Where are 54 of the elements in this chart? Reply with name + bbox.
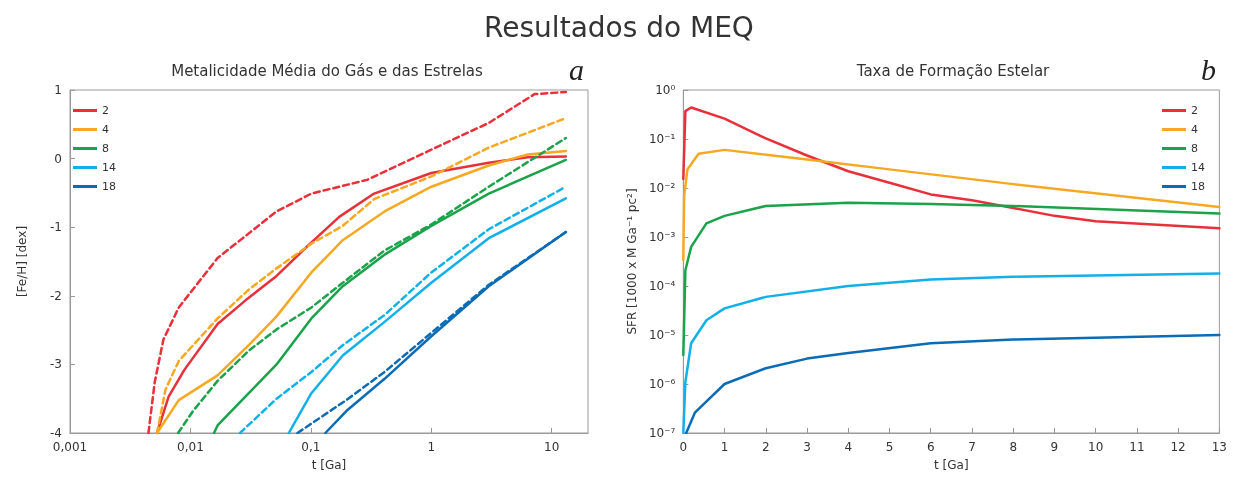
x-tick-label: 2 [761, 440, 770, 454]
y-axis-title: [Fe/H] [dex] [15, 225, 29, 298]
x-tick-label: 11 [1129, 440, 1145, 454]
y-tick-label: 10⁻¹ [648, 132, 676, 146]
text: b [1201, 52, 1216, 86]
x-tick-label: 9 [1050, 440, 1059, 454]
y-tick-label: 10⁰ [655, 83, 676, 97]
chart-title: Taxa de Formação Estelar [855, 61, 1051, 80]
x-tick-label: 10 [544, 440, 560, 454]
legend-label: 2 [102, 104, 109, 117]
x-tick-label: 1 [720, 440, 729, 454]
x-tick-label: 0 [679, 440, 688, 454]
y-tick-label: 10⁻⁴ [648, 279, 676, 293]
y-tick-label: 10⁻⁵ [648, 328, 676, 342]
x-tick-label: 6 [926, 440, 935, 454]
legend-label: 2 [1191, 104, 1198, 117]
x-tick-label: 12 [1170, 440, 1186, 454]
y-tick-label: 10⁻³ [648, 230, 676, 244]
y-tick-label: 10⁻² [648, 181, 676, 195]
line-series [682, 106, 1221, 230]
x-axis-title: t [Ga] [311, 458, 347, 472]
legend-label: 18 [102, 180, 116, 193]
legend-label: 14 [102, 161, 116, 174]
x-tick-label: 8 [1009, 440, 1018, 454]
x-tick-label: 0,01 [177, 440, 204, 454]
y-tick-label: 10⁻⁶ [648, 377, 676, 391]
y-tick-label: -1 [50, 220, 62, 235]
line-series [682, 201, 1221, 357]
legend-label: 8 [1191, 142, 1198, 155]
x-tick-label: 4 [844, 440, 853, 454]
text: Resultados do MEQ [483, 10, 755, 46]
x-tick-label: 7 [968, 440, 976, 454]
legend-label: 4 [102, 123, 109, 136]
y-tick-label: -3 [50, 357, 62, 372]
x-tick-label: 0,001 [52, 440, 88, 454]
x-tick-label: 0,1 [301, 440, 321, 454]
legend-label: 14 [1191, 161, 1205, 174]
chart-title: Metalicidade Média do Gás e das Estrelas [171, 61, 483, 80]
x-tick-label: 10 [1088, 440, 1104, 454]
x-tick-label: 3 [803, 440, 811, 454]
y-tick-label: 10⁻⁷ [648, 426, 676, 440]
legend-label: 8 [102, 142, 109, 155]
x-tick-label: 5 [885, 440, 894, 454]
y-axis-title: SFR [1000 x M Ga⁻¹ pc²] [625, 188, 639, 335]
y-tick-label: 0 [54, 151, 62, 166]
legend-label: 4 [1191, 123, 1198, 136]
x-tick-label: 13 [1211, 440, 1228, 454]
x-tick-label: 1 [427, 440, 436, 454]
y-tick-label: 1 [54, 83, 62, 97]
y-tick-label: -4 [50, 426, 62, 440]
text: a [569, 52, 584, 86]
y-tick-label: -2 [50, 288, 62, 303]
x-axis-title: t [Ga] [934, 458, 969, 472]
legend-label: 18 [1191, 180, 1205, 193]
